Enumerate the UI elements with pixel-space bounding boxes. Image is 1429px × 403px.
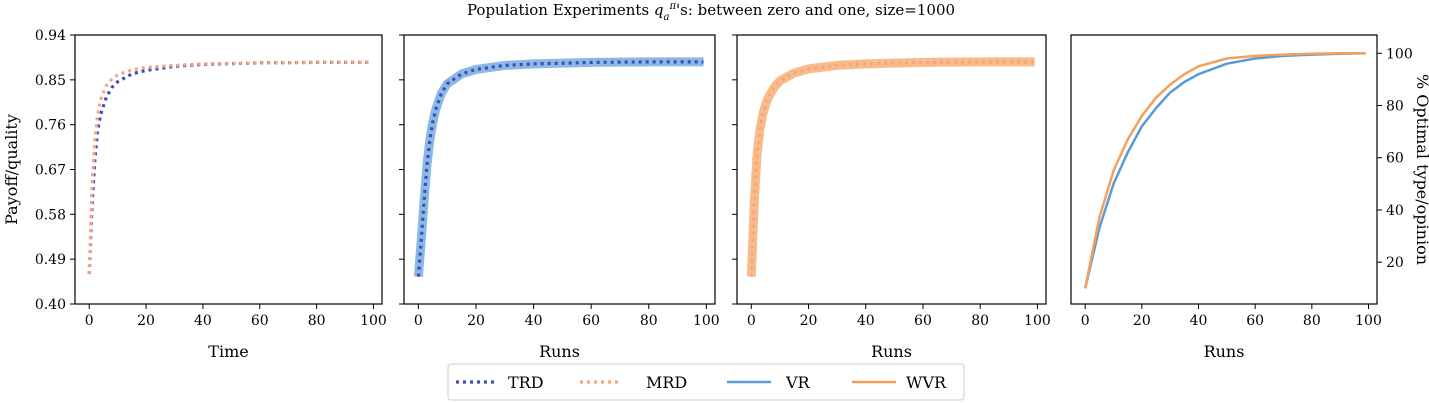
legend-frame xyxy=(447,363,965,401)
x-tick-label: 0 xyxy=(414,313,423,329)
x-tick-label: 40 xyxy=(1190,313,1208,329)
axes-frame xyxy=(74,34,383,305)
title-suffix: 's: between zero and one, size=1000 xyxy=(676,1,955,19)
x-tick-label: 80 xyxy=(640,313,658,329)
x-tick-label: 0 xyxy=(85,313,94,329)
x-tick-label: 40 xyxy=(525,313,543,329)
y-tick-label: 80 xyxy=(1386,99,1404,115)
y-tick-label: 0.40 xyxy=(35,297,66,313)
x-tick-label: 20 xyxy=(467,313,485,329)
x-tick-label: 0 xyxy=(1081,313,1090,329)
x-tick-label: 20 xyxy=(137,313,155,329)
axes-frame xyxy=(1070,34,1378,305)
panel-3: 0 20 40 60 80 100 Runs xyxy=(732,34,1051,361)
y-tick-label: 0.85 xyxy=(35,73,66,89)
series-trd-line xyxy=(87,60,371,275)
x-tick-label: 80 xyxy=(308,313,326,329)
series-wvr-line xyxy=(1083,52,1366,289)
series-vr-line xyxy=(1083,52,1366,289)
x-tick-label: 60 xyxy=(582,313,600,329)
legend-label-mrd: MRD xyxy=(646,373,687,392)
panel-2: 0 20 40 60 80 100 Runs xyxy=(399,34,720,361)
panel-4: 0 20 40 60 80 100 20 40 60 80 100 Runs % Optimal typ… xyxy=(1070,34,1429,361)
title-q: q xyxy=(654,1,664,19)
x-tick-label: 80 xyxy=(1303,313,1321,329)
x-axis-label: Runs xyxy=(1204,342,1245,361)
x-tick-label: 60 xyxy=(1246,313,1264,329)
x-axis-label: Runs xyxy=(871,342,912,361)
y-tick-label: 60 xyxy=(1386,151,1404,167)
x-tick-label: 60 xyxy=(914,313,932,329)
title-subscript: a xyxy=(663,12,669,23)
x-tick-label: 20 xyxy=(1133,313,1151,329)
axes-frame xyxy=(403,34,716,305)
x-axis-label: Time xyxy=(208,342,248,361)
y-tick-label: 40 xyxy=(1386,203,1404,219)
panel-1: 0 20 40 60 80 100 0.40 0.49 0.58 0.67 0.76 0.85 0.94… xyxy=(2,28,387,361)
x-tick-label: 100 xyxy=(1355,313,1382,329)
y-tick-label: 0.94 xyxy=(35,28,66,44)
figure-title: Population Experiments qaπ's: between ze… xyxy=(467,1,955,23)
y-tick-label: 20 xyxy=(1386,255,1404,271)
x-tick-label: 100 xyxy=(693,313,720,329)
panels: 0 20 40 60 80 100 0.40 0.49 0.58 0.67 0.76 0.85 0.94… xyxy=(2,28,1429,361)
x-tick-label: 60 xyxy=(251,313,269,329)
x-tick-label: 20 xyxy=(800,313,818,329)
series-vr-line xyxy=(413,57,704,277)
y-tick-label: 0.76 xyxy=(35,118,66,134)
y-axis-label: Payoff/quality xyxy=(2,114,21,225)
y-tick-label: 100 xyxy=(1386,46,1413,62)
y-tick-label: 0.67 xyxy=(35,163,66,179)
series-mrd-line xyxy=(749,60,1035,277)
x-tick-label: 0 xyxy=(747,313,756,329)
x-tick-label: 40 xyxy=(857,313,875,329)
y-tick-label: 0.58 xyxy=(35,207,66,223)
x-tick-label: 80 xyxy=(971,313,989,329)
y-tick-label: 0.49 xyxy=(35,252,66,268)
title-superscript: π xyxy=(668,1,676,12)
legend: TRD MRD VR WVR xyxy=(447,363,965,401)
x-axis-label: Runs xyxy=(539,342,580,361)
title-prefix: Population Experiments xyxy=(467,1,654,19)
legend-label-wvr: WVR xyxy=(906,373,947,392)
series-trd-line xyxy=(416,60,704,277)
series-mrd-line xyxy=(87,60,371,275)
x-tick-label: 100 xyxy=(360,313,387,329)
legend-label-trd: TRD xyxy=(508,373,544,392)
x-tick-label: 40 xyxy=(194,313,212,329)
x-tick-label: 100 xyxy=(1024,313,1051,329)
legend-label-vr: VR xyxy=(785,373,811,392)
series-wvr-line xyxy=(746,57,1035,277)
y-axis-label: % Optimal type/opinion xyxy=(1413,74,1429,265)
